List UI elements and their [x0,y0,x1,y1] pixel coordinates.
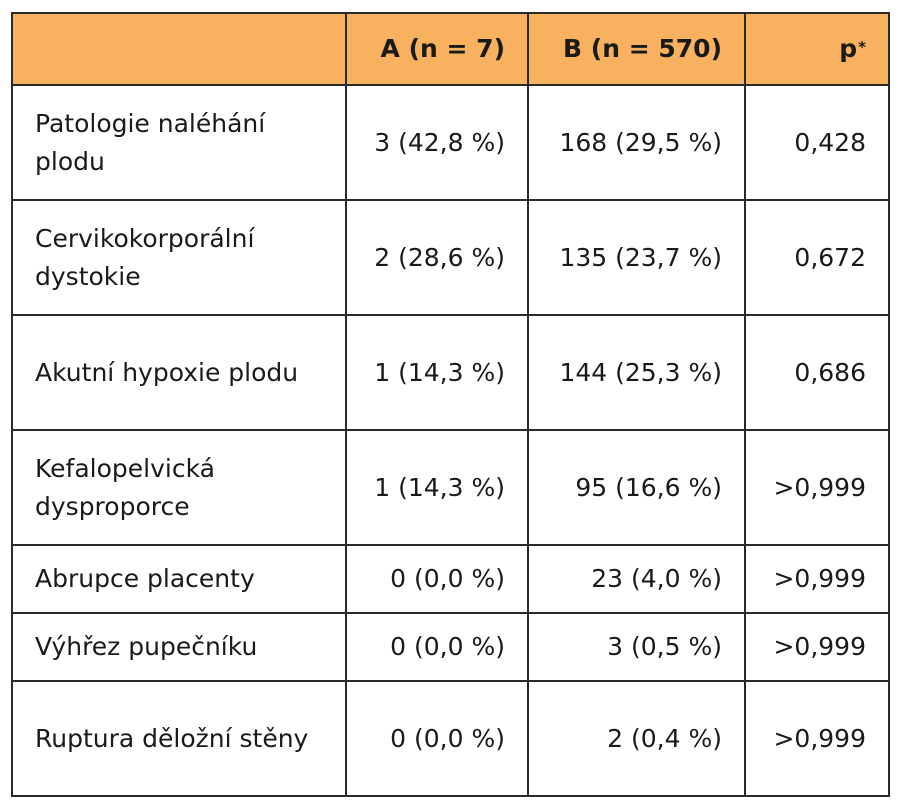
header-cell-group-b: B (n = 570) [527,12,746,86]
table-header-row: A (n = 7) B (n = 570) p* [11,12,890,86]
header-p-text: p [839,34,858,63]
row-label: Výhřez pupečníku [11,612,347,682]
cell-group-a: 0 (0,0 %) [345,612,529,682]
cell-group-b: 2 (0,4 %) [527,680,746,797]
table-row: Abrupce placenty 0 (0,0 %) 23 (4,0 %) >0… [11,544,890,614]
cell-p: >0,999 [744,612,890,682]
cell-group-b: 144 (25,3 %) [527,314,746,431]
row-label: Kefalopelvická dysproporce [11,429,347,546]
cell-group-b: 168 (29,5 %) [527,84,746,201]
header-cell-p: p* [744,12,890,86]
cell-p: 0,672 [744,199,890,316]
data-table: A (n = 7) B (n = 570) p* Patologie naléh… [11,12,890,797]
row-label: Patologie naléhání plodu [11,84,347,201]
cell-group-a: 1 (14,3 %) [345,314,529,431]
cell-group-b: 95 (16,6 %) [527,429,746,546]
cell-group-a: 0 (0,0 %) [345,544,529,614]
table-row: Ruptura děložní stěny 0 (0,0 %) 2 (0,4 %… [11,680,890,797]
row-label: Abrupce placenty [11,544,347,614]
cell-group-b: 135 (23,7 %) [527,199,746,316]
header-cell-group-a: A (n = 7) [345,12,529,86]
table-row: Cervikokorporální dystokie 2 (28,6 %) 13… [11,199,890,316]
cell-group-a: 2 (28,6 %) [345,199,529,316]
table-row: Akutní hypoxie plodu 1 (14,3 %) 144 (25,… [11,314,890,431]
cell-p: 0,428 [744,84,890,201]
cell-p: >0,999 [744,680,890,797]
cell-group-a: 0 (0,0 %) [345,680,529,797]
table-row: Výhřez pupečníku 0 (0,0 %) 3 (0,5 %) >0,… [11,612,890,682]
cell-p: >0,999 [744,429,890,546]
cell-p: 0,686 [744,314,890,431]
row-label: Cervikokorporální dystokie [11,199,347,316]
row-label: Ruptura děložní stěny [11,680,347,797]
cell-p: >0,999 [744,544,890,614]
row-label: Akutní hypoxie plodu [11,314,347,431]
cell-group-a: 1 (14,3 %) [345,429,529,546]
table-row: Kefalopelvická dysproporce 1 (14,3 %) 95… [11,429,890,546]
p-footnote-marker: * [858,38,866,56]
table-row: Patologie naléhání plodu 3 (42,8 %) 168 … [11,84,890,201]
cell-group-b: 23 (4,0 %) [527,544,746,614]
cell-group-b: 3 (0,5 %) [527,612,746,682]
cell-group-a: 3 (42,8 %) [345,84,529,201]
header-cell-label [11,12,347,86]
